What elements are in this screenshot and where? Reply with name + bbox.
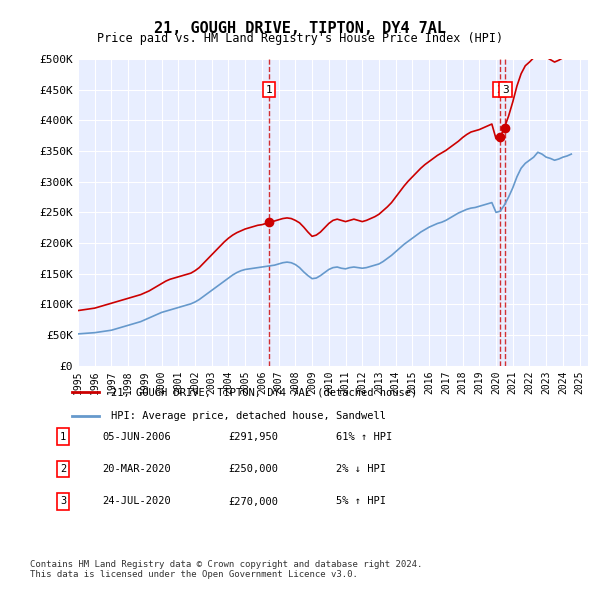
Text: 20-MAR-2020: 20-MAR-2020 [102, 464, 171, 474]
Text: This data is licensed under the Open Government Licence v3.0.: This data is licensed under the Open Gov… [30, 571, 358, 579]
Text: 1: 1 [266, 85, 272, 94]
Text: 2: 2 [60, 464, 66, 474]
Text: 61% ↑ HPI: 61% ↑ HPI [336, 432, 392, 441]
Text: £250,000: £250,000 [228, 464, 278, 474]
Text: 3: 3 [60, 497, 66, 506]
Text: 1: 1 [60, 432, 66, 441]
Text: 21, GOUGH DRIVE, TIPTON, DY4 7AL (detached house): 21, GOUGH DRIVE, TIPTON, DY4 7AL (detach… [111, 388, 417, 398]
Text: 21, GOUGH DRIVE, TIPTON, DY4 7AL: 21, GOUGH DRIVE, TIPTON, DY4 7AL [154, 21, 446, 35]
Text: Contains HM Land Registry data © Crown copyright and database right 2024.: Contains HM Land Registry data © Crown c… [30, 560, 422, 569]
Text: 24-JUL-2020: 24-JUL-2020 [102, 497, 171, 506]
Text: £291,950: £291,950 [228, 432, 278, 441]
Text: £270,000: £270,000 [228, 497, 278, 506]
Text: 2: 2 [496, 85, 503, 94]
Text: HPI: Average price, detached house, Sandwell: HPI: Average price, detached house, Sand… [111, 411, 386, 421]
Text: 3: 3 [502, 85, 509, 94]
Text: 2% ↓ HPI: 2% ↓ HPI [336, 464, 386, 474]
Text: Price paid vs. HM Land Registry's House Price Index (HPI): Price paid vs. HM Land Registry's House … [97, 32, 503, 45]
Text: 5% ↑ HPI: 5% ↑ HPI [336, 497, 386, 506]
Text: 05-JUN-2006: 05-JUN-2006 [102, 432, 171, 441]
